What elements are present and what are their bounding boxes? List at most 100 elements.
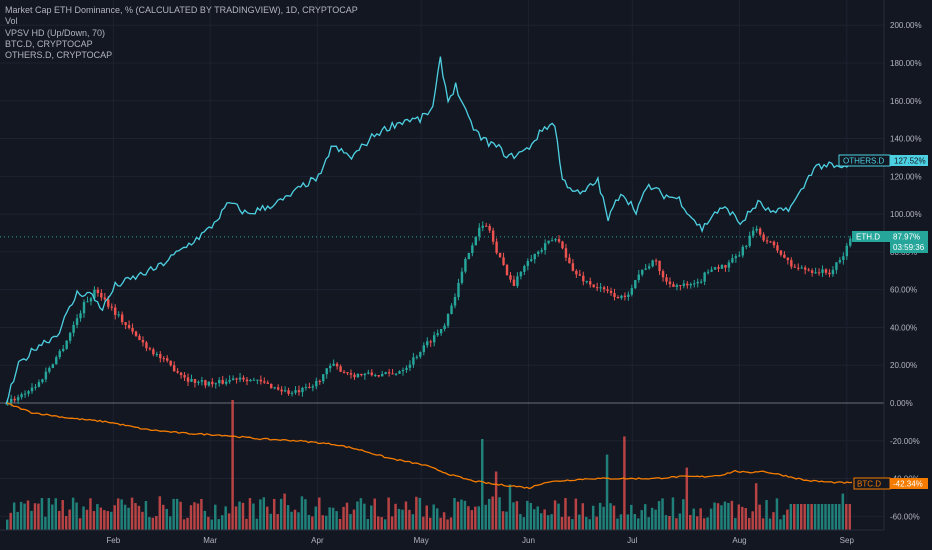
volume-bar — [609, 503, 612, 530]
candle-body — [679, 285, 682, 287]
candle-body — [204, 380, 207, 386]
candle-body — [412, 357, 415, 365]
candle-body — [138, 335, 141, 340]
candle-body — [429, 341, 432, 343]
candle-body — [48, 367, 51, 372]
candle-body — [491, 230, 495, 242]
candle-body — [453, 297, 457, 306]
volume-bar — [741, 506, 744, 530]
candle-body — [786, 257, 790, 261]
candle-body — [370, 372, 374, 376]
candle-body — [415, 356, 419, 358]
candle-body — [224, 381, 228, 384]
volume-bar — [796, 504, 799, 530]
volume-bar — [834, 504, 838, 530]
candle-body — [419, 352, 422, 357]
x-tick-label: Aug — [732, 536, 746, 545]
volume-bar — [643, 504, 647, 530]
volume-bar — [245, 518, 248, 530]
volume-bar — [182, 519, 186, 530]
candle-body — [41, 379, 44, 383]
volume-bar — [730, 500, 734, 530]
volume-bar — [512, 502, 515, 530]
candle-body — [387, 372, 391, 374]
candle-body — [762, 234, 765, 241]
volume-bar — [16, 511, 19, 530]
volume-bar — [238, 501, 241, 530]
volume-bar — [23, 503, 26, 530]
volume-bar — [366, 519, 370, 530]
candle-body — [23, 393, 27, 395]
candle-body — [817, 272, 821, 274]
volume-bar — [123, 504, 127, 530]
volume-bar — [467, 506, 470, 530]
volume-bar — [519, 514, 522, 530]
volume-bar — [782, 514, 786, 530]
candle-body — [301, 387, 304, 393]
candle-body — [107, 299, 110, 307]
candle-body — [838, 259, 842, 263]
volume-bar — [779, 519, 782, 530]
candle-body — [141, 340, 145, 343]
candle-body — [13, 398, 16, 401]
volume-bar — [550, 514, 553, 530]
volume-bar — [352, 509, 356, 530]
volume-bar — [26, 500, 30, 530]
candle-body — [824, 269, 828, 273]
legend-others: OTHERS.D, CRYPTOCAP — [5, 50, 113, 61]
candle-body — [620, 295, 623, 299]
volume-bar — [557, 503, 560, 530]
candle-body — [218, 380, 221, 384]
candle-body — [266, 382, 269, 384]
candle-body — [810, 270, 814, 273]
candle-body — [658, 260, 661, 272]
candle-body — [554, 239, 557, 241]
candle-body — [405, 367, 408, 370]
candle-body — [27, 391, 30, 394]
btc-tag-symbol: BTC.D — [857, 480, 881, 489]
others-tag-value: 127.52% — [894, 157, 926, 166]
volume-bar — [103, 510, 106, 530]
candle-body — [585, 281, 588, 283]
volume-bar — [370, 505, 373, 530]
y-tick-label: 20.00% — [890, 361, 917, 370]
candle-body — [304, 387, 308, 389]
volume-bar — [293, 509, 297, 530]
eth-tag-symbol: ETH.D — [856, 233, 880, 242]
chart-legend: Market Cap ETH Dominance, % (CALCULATED … — [5, 5, 358, 61]
volume-bar — [498, 497, 501, 530]
candle-body — [578, 274, 582, 276]
candle-body — [322, 374, 325, 382]
volume-bar — [671, 497, 675, 530]
volume-bar — [144, 501, 148, 530]
candle-body — [294, 390, 297, 393]
volume-bar — [321, 515, 324, 530]
volume-bar — [820, 504, 824, 530]
candle-body — [436, 333, 439, 336]
candle-body — [807, 269, 810, 271]
volume-bar — [585, 516, 588, 530]
candle-body — [512, 279, 516, 286]
candle-body — [176, 371, 179, 373]
volume-bar — [824, 504, 827, 530]
volume-bar — [415, 496, 418, 530]
candle-body — [842, 256, 845, 260]
candle-body — [613, 293, 616, 297]
volume-bar — [404, 501, 408, 530]
candle-body — [114, 307, 117, 315]
volume-bar — [786, 509, 789, 530]
volume-bar — [685, 467, 689, 530]
volume-bar — [248, 498, 252, 530]
volume-bar — [689, 514, 692, 530]
volume-bar — [761, 518, 765, 530]
candle-body — [207, 381, 211, 386]
volume-bar — [116, 498, 120, 530]
candle-body — [616, 296, 620, 299]
volume-bar — [429, 517, 432, 530]
volume-bar — [12, 502, 16, 530]
volume-bar — [58, 510, 61, 530]
volume-bar — [314, 506, 318, 530]
candle-body — [495, 241, 498, 253]
volume-bar — [158, 496, 162, 530]
